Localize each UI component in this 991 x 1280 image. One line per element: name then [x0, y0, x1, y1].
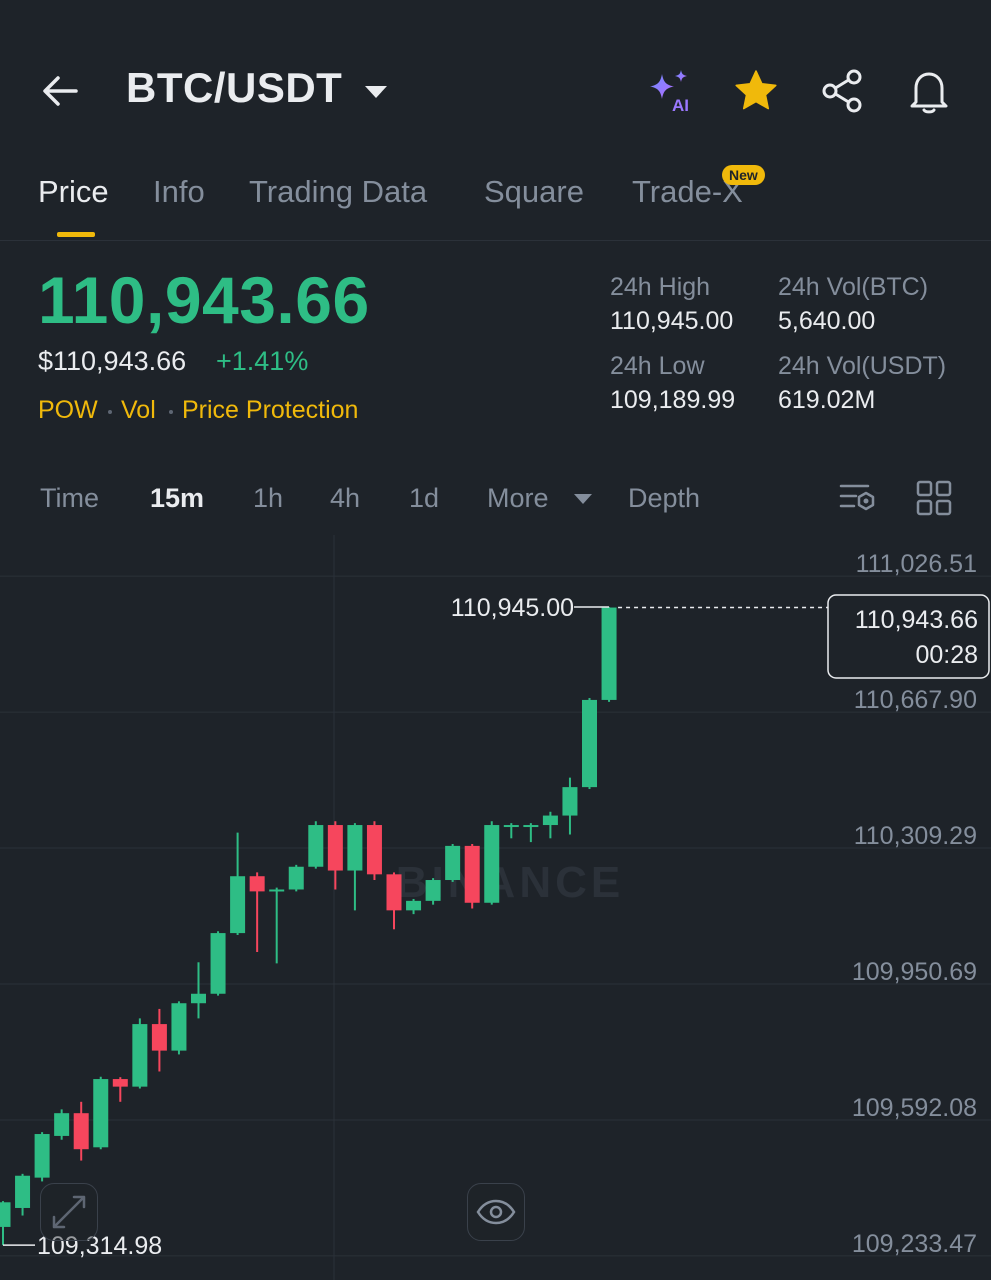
candle-body: [73, 1113, 89, 1150]
candle-body: [386, 874, 402, 911]
candle-body: [288, 866, 304, 890]
y-tick-label: 110,667.90: [854, 686, 977, 714]
candle-body: [112, 1079, 128, 1087]
fiat-price: $110,943.66: [38, 346, 187, 376]
interval-1h[interactable]: 1h: [253, 483, 284, 513]
tab-price[interactable]: Price: [38, 174, 109, 209]
candle-body: [464, 845, 480, 903]
ai-label: AI: [672, 96, 689, 115]
y-tick-label: 109,233.47: [852, 1230, 977, 1258]
interval-1d[interactable]: 1d: [409, 483, 440, 513]
tag-price-protection[interactable]: Price Protection: [182, 396, 359, 424]
bell-icon[interactable]: [904, 66, 954, 116]
candle-body: [366, 825, 382, 875]
candle-body: [347, 825, 363, 871]
stat-low-value: 109,189.99: [610, 386, 736, 414]
candle-body: [230, 876, 246, 934]
tag-vol[interactable]: Vol: [121, 396, 156, 424]
change-percent: +1.41%: [216, 346, 309, 376]
y-tick-label: 111,026.51: [856, 550, 977, 578]
arrow-left-icon[interactable]: [36, 66, 86, 116]
grid-layout-icon[interactable]: [914, 478, 954, 518]
candle-body: [601, 607, 617, 700]
candle-body: [0, 1202, 11, 1227]
interval-more[interactable]: More: [487, 483, 549, 513]
candle-body: [503, 825, 519, 828]
countdown-label: 00:28: [915, 641, 978, 669]
candle-body: [54, 1113, 70, 1136]
current-price-box[interactable]: [827, 594, 990, 679]
interval-depth[interactable]: Depth: [628, 483, 701, 513]
fullscreen-button[interactable]: [40, 1183, 98, 1241]
candlestick-chart[interactable]: BINANCE 111,026.51 110,667.90 110,309.29 10…: [0, 535, 991, 1280]
new-badge: New: [722, 165, 765, 185]
candle-body: [445, 845, 461, 881]
candle-body: [425, 880, 441, 901]
stat-vol-usdt-value: 619.02M: [778, 386, 876, 414]
stat-high-value: 110,945.00: [610, 307, 734, 335]
eye-icon: [476, 1199, 516, 1225]
last-price: 110,943.66: [38, 263, 370, 337]
tag-separator: [108, 410, 112, 414]
interval-4h[interactable]: 4h: [330, 483, 361, 513]
expand-icon: [52, 1195, 86, 1229]
tag-separator: [169, 410, 173, 414]
y-tick-label: 109,950.69: [852, 958, 977, 986]
stat-low-label: 24h Low: [610, 352, 705, 380]
stat-vol-btc-label: 24h Vol(BTC): [778, 273, 929, 301]
candle-body: [327, 825, 343, 871]
caret-down-icon[interactable]: [573, 492, 593, 506]
interval-time[interactable]: Time: [40, 483, 99, 513]
tab-square[interactable]: Square: [484, 174, 584, 209]
candle-body: [93, 1079, 109, 1148]
candle-body: [406, 900, 422, 911]
chart-settings-icon[interactable]: [838, 478, 878, 518]
low-marker-label: 109,314.98: [37, 1232, 162, 1260]
candle-body: [484, 825, 500, 903]
pair-title[interactable]: BTC/USDT: [126, 64, 343, 111]
star-icon[interactable]: [731, 66, 781, 116]
tab-info[interactable]: Info: [153, 174, 205, 209]
candle-body: [308, 825, 324, 867]
candle-body: [171, 1003, 187, 1051]
caret-down-icon[interactable]: [362, 78, 390, 106]
tag-pow[interactable]: POW: [38, 396, 98, 424]
interval-15m[interactable]: 15m: [150, 483, 205, 513]
candle-body: [249, 876, 265, 892]
candle-body: [562, 787, 578, 816]
stat-high-label: 24h High: [610, 273, 711, 301]
y-tick-label: 109,592.08: [852, 1094, 977, 1122]
candle-body: [542, 815, 558, 826]
candle-body: [269, 889, 285, 892]
candle-body: [210, 933, 226, 994]
candle-body: [34, 1134, 50, 1178]
tab-bar: Price Info Trading Data Square Trade-X: [0, 150, 991, 241]
ai-sparkle-icon[interactable]: AI: [646, 66, 696, 116]
tab-trading-data[interactable]: Trading Data: [249, 174, 428, 209]
chart-canvas[interactable]: BINANCE 111,026.51110,667.90110,309.2910…: [0, 535, 991, 1280]
candle-body: [15, 1175, 31, 1208]
y-tick-label: 110,309.29: [854, 822, 977, 850]
candle-body: [582, 699, 597, 788]
candle-body: [132, 1024, 148, 1087]
candle-body: [151, 1024, 167, 1051]
top-bar: BTC/USDT AI: [0, 0, 991, 150]
share-icon[interactable]: [818, 66, 868, 116]
active-tab-indicator: [57, 232, 95, 237]
current-price-label: 110,943.66: [855, 606, 978, 634]
candle-body: [191, 993, 206, 1004]
visibility-button[interactable]: [467, 1183, 525, 1241]
high-marker-label: 110,945.00: [451, 594, 574, 622]
stat-vol-usdt-label: 24h Vol(USDT): [778, 352, 947, 380]
candle-body: [523, 825, 539, 828]
stat-vol-btc-value: 5,640.00: [778, 307, 876, 335]
